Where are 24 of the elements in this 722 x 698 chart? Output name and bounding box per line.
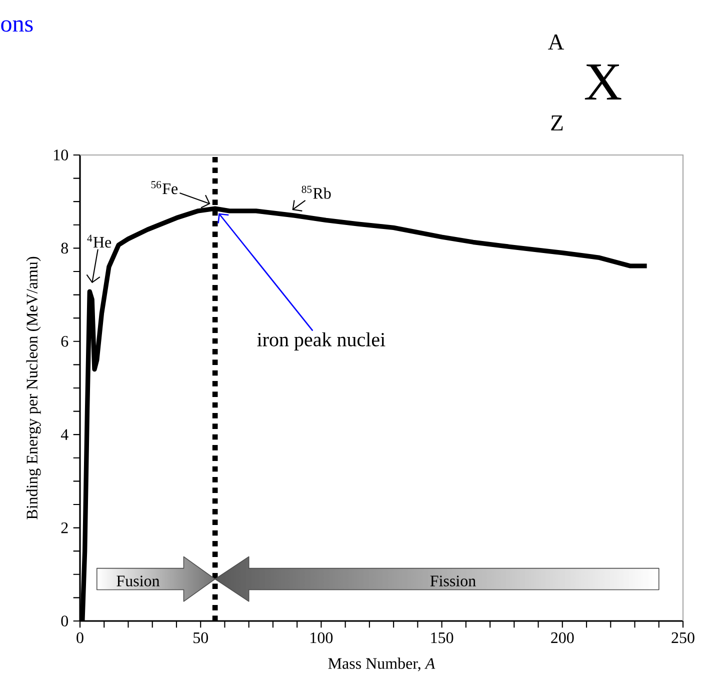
text: A <box>548 34 564 50</box>
y-tick-label: 6 <box>61 336 68 347</box>
annotation: $^{85}$Rb <box>302 186 331 199</box>
x-tick-label: 150 <box>431 632 454 644</box>
x-axis-title: Mass Number, A <box>328 658 436 672</box>
text: X <box>584 64 622 100</box>
x-tick-label: 200 <box>551 632 574 644</box>
y-tick-label: 2 <box>61 522 68 534</box>
annotation: Fusion <box>116 576 160 586</box>
y-tick-label: 10 <box>54 150 68 160</box>
x-tick-label: 250 <box>672 632 694 644</box>
text: ons <box>1 20 33 32</box>
y-tick-label: 4 <box>60 429 68 440</box>
y-axis-title: Binding Energy per Nucleon (MeV/amu) <box>26 256 41 520</box>
y-tick-label: 0 <box>61 616 68 626</box>
x-tick-label: 0 <box>76 632 84 644</box>
y-tick-label: 8 <box>61 242 68 254</box>
annotation: iron peak nuclei <box>257 332 386 350</box>
text: Z <box>551 116 563 130</box>
x-tick-label: 100 <box>310 632 333 644</box>
annotation: Fission <box>430 576 476 586</box>
annotation: $^{56}$Fe <box>151 181 178 194</box>
x-tick-label: 50 <box>194 632 208 644</box>
annotation: $^{4}$He <box>87 234 112 248</box>
